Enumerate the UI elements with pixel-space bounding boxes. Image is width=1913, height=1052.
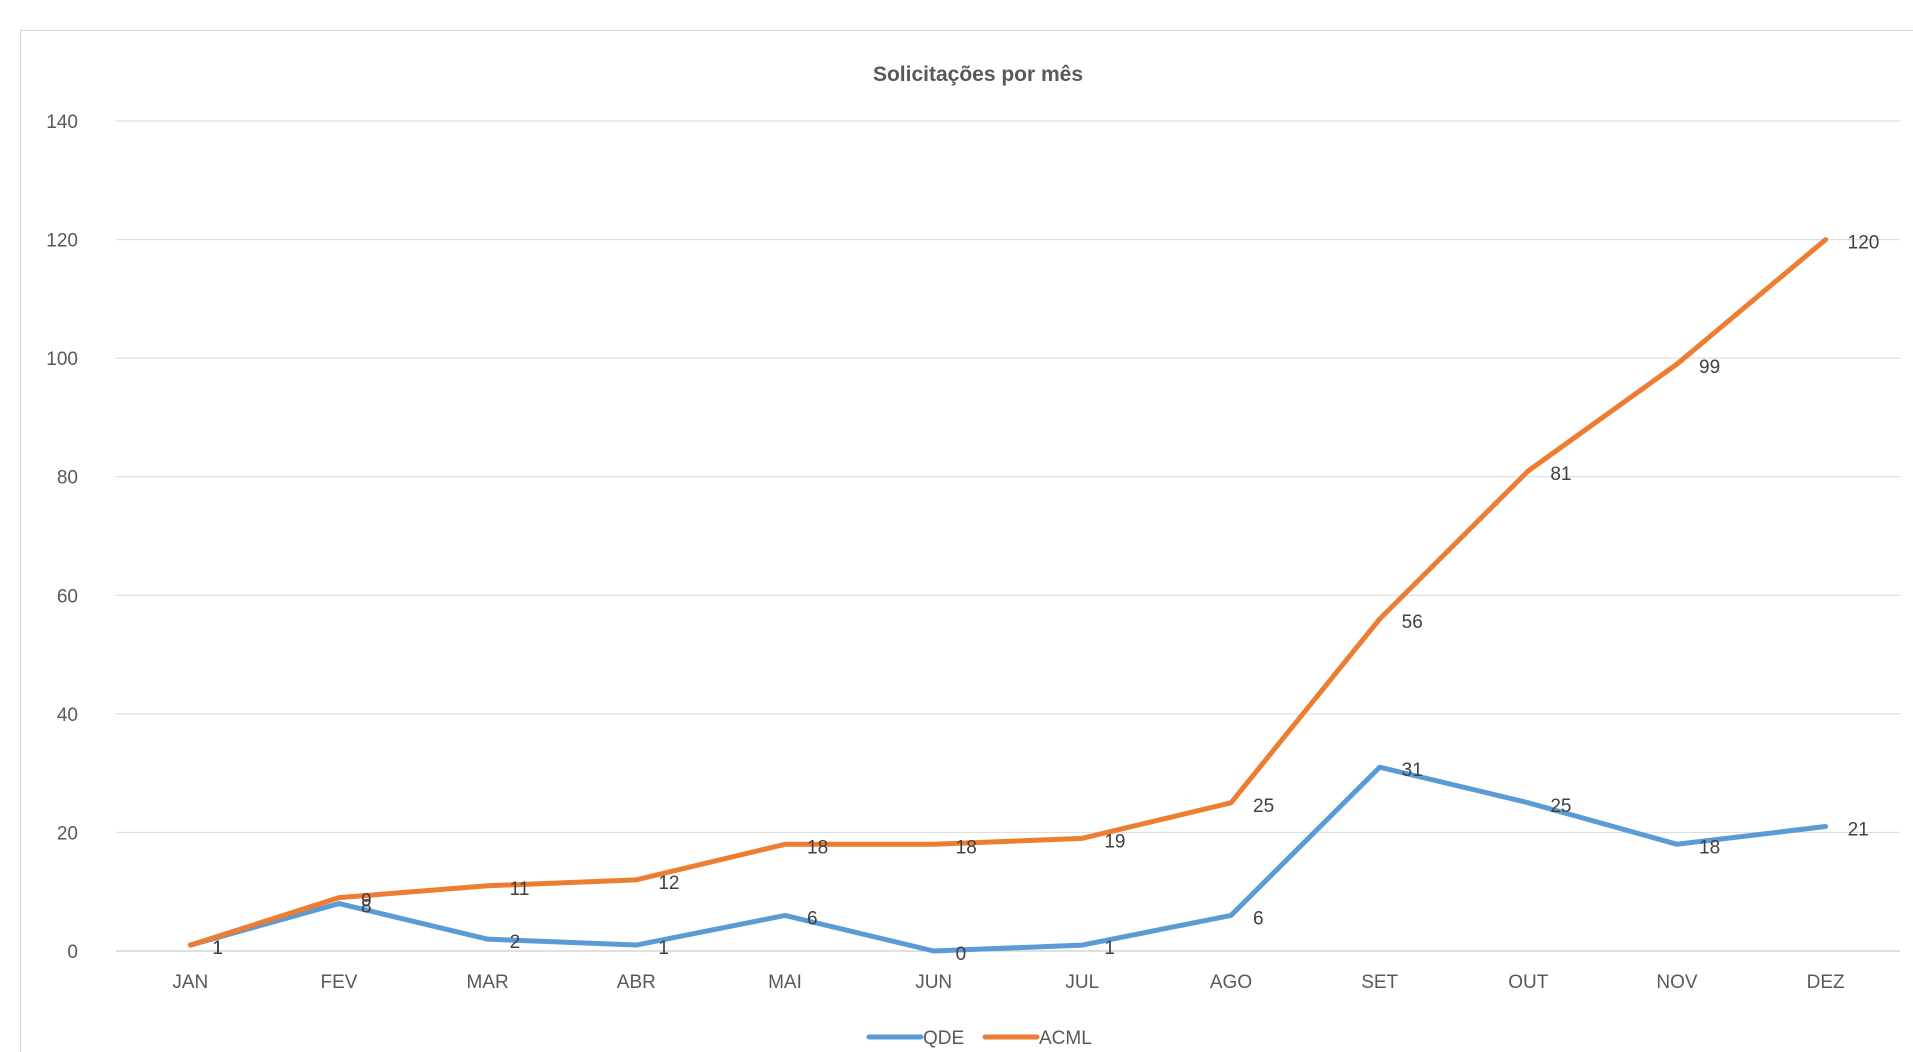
legend-label-qde: QDE — [923, 1028, 964, 1049]
y-tick-label: 60 — [57, 586, 78, 607]
y-axis-tick-labels: 0 20 40 60 80 100 120 140 — [46, 112, 78, 963]
x-tick-label: JAN — [172, 972, 208, 993]
data-label: 120 — [1848, 233, 1880, 254]
x-tick-label: AGO — [1210, 972, 1252, 993]
chart-frame — [20, 30, 1913, 1052]
y-tick-label: 20 — [57, 823, 78, 844]
data-label: 0 — [956, 944, 967, 965]
x-tick-label: SET — [1361, 972, 1398, 993]
data-label: 18 — [1699, 837, 1720, 858]
y-tick-label: 120 — [46, 231, 78, 252]
series-line-qde — [187, 764, 1829, 954]
data-label: 9 — [361, 891, 372, 912]
x-tick-label: ABR — [617, 972, 656, 993]
y-tick-label: 40 — [57, 705, 78, 726]
series-line-acml — [187, 237, 1829, 948]
grid-lines — [116, 120, 1900, 952]
x-tick-label: FEV — [321, 972, 358, 993]
x-axis-tick-labels: JAN FEV MAR ABR MAI JUN JUL AGO SET OUT NOV DEZ — [172, 972, 1845, 993]
data-label: 12 — [658, 873, 679, 894]
data-label: 6 — [1253, 908, 1264, 929]
chart-title: Solicitações por mês — [873, 63, 1083, 86]
data-label: 19 — [1104, 831, 1125, 852]
data-label: 18 — [956, 837, 977, 858]
x-tick-label: DEZ — [1807, 972, 1845, 993]
x-tick-label: MAI — [768, 972, 802, 993]
data-label: 31 — [1402, 760, 1423, 781]
data-label: 8 — [361, 897, 372, 918]
y-tick-label: 100 — [46, 349, 78, 370]
legend: QDE ACML — [866, 1028, 1092, 1049]
data-label: 1 — [212, 938, 223, 959]
series-lines — [187, 237, 1829, 954]
data-label: 2 — [510, 932, 521, 953]
data-label: 25 — [1550, 796, 1571, 817]
y-tick-label: 140 — [46, 112, 78, 133]
data-label: 1 — [212, 938, 223, 959]
data-label: 1 — [658, 938, 669, 959]
data-label: 18 — [807, 837, 828, 858]
legend-label-acml: ACML — [1039, 1028, 1092, 1049]
data-label: 25 — [1253, 796, 1274, 817]
x-tick-label: OUT — [1508, 972, 1549, 993]
data-label: 56 — [1402, 612, 1423, 633]
data-label: 81 — [1550, 464, 1571, 485]
x-tick-label: NOV — [1656, 972, 1698, 993]
data-label: 99 — [1699, 357, 1720, 378]
y-tick-label: 0 — [67, 942, 78, 963]
x-tick-label: JUN — [915, 972, 952, 993]
data-label: 1 — [1104, 938, 1115, 959]
data-label: 6 — [807, 908, 818, 929]
x-tick-label: MAR — [467, 972, 509, 993]
y-tick-label: 80 — [57, 468, 78, 489]
data-label: 11 — [510, 879, 530, 900]
x-tick-label: JUL — [1065, 972, 1099, 993]
data-label: 21 — [1848, 820, 1869, 841]
